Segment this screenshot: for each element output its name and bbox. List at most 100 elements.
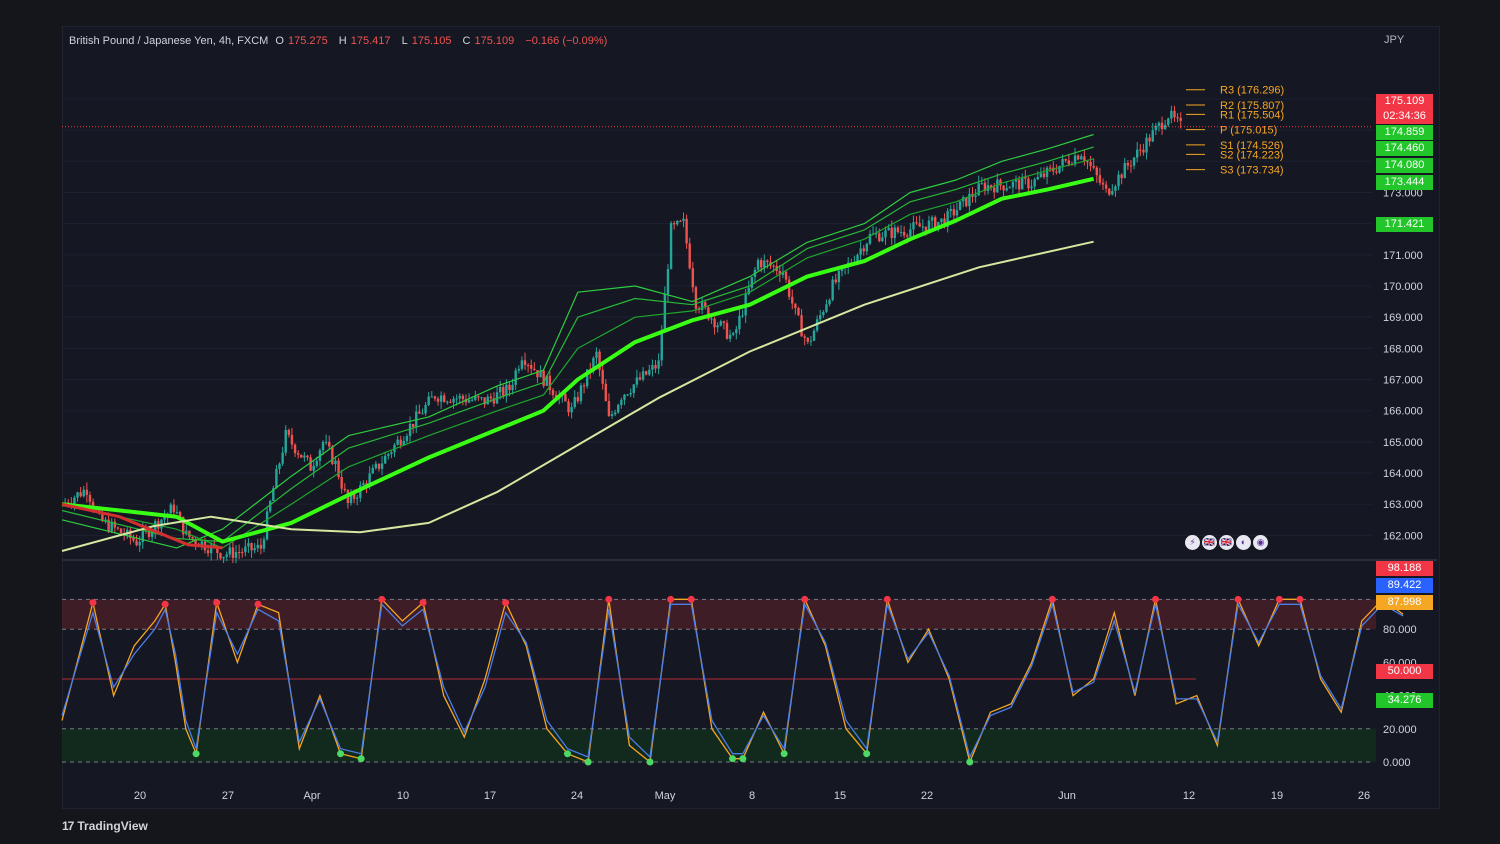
price-tag: 174.080	[1376, 158, 1433, 173]
candle	[1086, 161, 1089, 163]
candle	[306, 455, 309, 458]
price-tick-label: 168.000	[1383, 343, 1423, 355]
tradingview-logo[interactable]: 17 TradingView	[62, 819, 148, 833]
candle	[940, 218, 943, 222]
stoch-tag: 34.276	[1376, 693, 1433, 708]
candle	[884, 230, 887, 238]
candle	[728, 334, 732, 339]
candle	[856, 254, 859, 263]
candle	[834, 279, 837, 283]
candle	[368, 473, 371, 486]
candle	[113, 521, 117, 528]
candle	[617, 404, 620, 413]
stoch-signal-dot	[254, 600, 262, 608]
candle	[937, 221, 940, 229]
candle	[383, 455, 387, 464]
candle	[660, 331, 663, 361]
price-tick-label: 171.000	[1383, 250, 1423, 262]
candle	[536, 370, 539, 378]
candles	[63, 105, 1182, 564]
candle	[144, 529, 148, 531]
candle	[1039, 173, 1043, 177]
candle	[262, 539, 266, 549]
stoch-signal-dot	[605, 595, 613, 603]
candle	[511, 384, 514, 391]
grid	[62, 98, 1437, 561]
candle	[213, 544, 216, 547]
candle	[259, 544, 263, 549]
candle	[1145, 137, 1148, 153]
candle	[1098, 175, 1102, 183]
candle	[216, 546, 219, 553]
time-axis[interactable]: 20 27 Apr 10 17 24 May 8 15 22 Jun 12 19 26	[134, 790, 1370, 802]
candle	[676, 220, 679, 225]
candle	[1089, 161, 1092, 166]
candle	[533, 368, 536, 371]
candle	[946, 210, 949, 227]
event-icon[interactable]: ⚡	[1185, 535, 1200, 550]
candle	[716, 325, 719, 328]
candle	[91, 501, 95, 509]
candle	[172, 504, 176, 513]
candle	[1129, 165, 1133, 167]
event-icon[interactable]: 🇬🇧	[1202, 535, 1217, 550]
currency-label[interactable]: JPY	[1384, 34, 1405, 46]
event-icon[interactable]: ◐	[1236, 535, 1251, 550]
price-tag: 174.859	[1376, 125, 1433, 140]
ema-ribbon	[61, 133, 1095, 552]
candle	[809, 340, 813, 342]
candle	[1111, 190, 1114, 195]
candle	[663, 294, 667, 332]
candle	[579, 385, 583, 402]
candle	[641, 371, 645, 380]
candle	[1027, 178, 1030, 189]
candle	[374, 463, 378, 468]
candle	[1139, 149, 1142, 151]
candle	[629, 393, 632, 395]
candle	[949, 209, 952, 211]
candle	[225, 554, 228, 557]
candle	[1055, 171, 1058, 173]
stoch-signal-dot	[1275, 595, 1283, 603]
candle	[831, 279, 834, 301]
candle	[669, 223, 673, 270]
candle	[178, 512, 182, 517]
event-icon[interactable]: ◉	[1253, 535, 1268, 550]
candle	[110, 521, 113, 532]
candle	[253, 548, 256, 551]
candle	[909, 229, 912, 237]
candle	[1126, 163, 1130, 166]
event-icons[interactable]: ⚡ 🇬🇧 🇬🇧 ◐ ◉	[1185, 535, 1268, 550]
candle	[682, 218, 685, 221]
candle	[1058, 165, 1061, 173]
candle	[965, 197, 968, 207]
time-tick-label: 12	[1183, 790, 1195, 802]
pivot-label: R3 (176.296)	[1220, 85, 1284, 97]
candle	[269, 500, 272, 512]
candle	[418, 411, 421, 414]
candle	[467, 399, 471, 403]
candle	[352, 493, 356, 499]
symbol-title[interactable]: British Pound / Japanese Yen, 4h, FXCM	[69, 35, 269, 47]
candle	[707, 307, 710, 320]
pivot-label: R1 (175.504)	[1220, 109, 1284, 121]
candle	[1092, 165, 1095, 168]
time-tick-label: 27	[222, 790, 234, 802]
candle	[250, 543, 253, 551]
event-icon[interactable]: 🇬🇧	[1219, 535, 1234, 550]
price-tick-label: 164.000	[1383, 468, 1423, 480]
time-tick-label: 15	[834, 790, 846, 802]
pivot-label: S2 (174.223)	[1220, 149, 1284, 161]
candle	[284, 429, 287, 453]
time-tick-label: 10	[397, 790, 409, 802]
candle	[1104, 184, 1108, 189]
candle	[399, 439, 402, 445]
candle	[132, 538, 135, 541]
candle	[865, 243, 869, 252]
candle	[328, 441, 331, 447]
stoch-signal-dot	[739, 755, 747, 763]
symbol-legend[interactable]: British Pound / Japanese Yen, 4h, FXCM O…	[69, 35, 611, 47]
stoch-signal-dot	[502, 599, 510, 607]
time-tick-label: 8	[749, 790, 755, 802]
